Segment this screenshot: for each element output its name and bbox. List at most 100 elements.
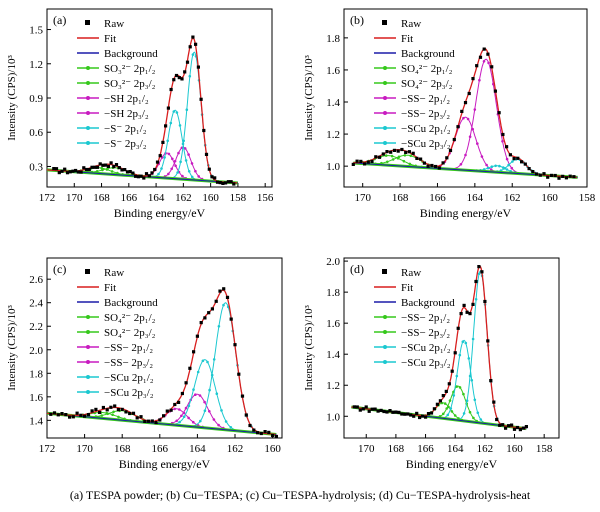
x-tick-label: 170 [66,192,83,204]
peak-marker [229,426,233,429]
peak-marker [464,153,467,157]
peak-marker [476,411,480,415]
y-tick-label: 1.8 [326,287,340,299]
legend-marker [86,345,90,349]
raw-point [60,412,64,416]
peak-marker [180,414,183,418]
raw-point [498,423,502,427]
x-tick-label: 166 [152,443,169,455]
peak-marker [178,420,181,424]
peak-marker [187,170,191,173]
raw-point [166,106,170,110]
panel-label: (a) [53,13,66,27]
raw-point [214,299,218,303]
legend-label: −SS− 2p₃/₂ [104,357,153,369]
raw-point [444,389,448,393]
legend: Raw Fit Background −SS− 2p₁/₂ −SS− 2p₃/₂ −SCu… [374,267,455,369]
peak-marker [112,410,115,414]
raw-point [128,411,132,416]
legend-symbol-raw [85,20,90,25]
peak-marker [468,135,472,138]
raw-point [71,415,75,419]
peak-marker [505,157,509,161]
x-tick-label: 164 [467,192,484,204]
legend: Raw Fit Background SO₄²⁻ 2p₁/₂ SO₄²⁻ 2p₃/₂ −S… [374,18,455,150]
raw-point [453,351,457,355]
peak-marker [175,111,179,114]
panel-3: 172 170 168 166 164 162 160 1.4 1.6 1.8 2.0 2.2 2.4 2… [6,257,283,471]
raw-point [432,407,436,411]
y-tick-label: 1.6 [326,318,340,330]
raw-point [361,407,365,411]
raw-point [131,171,135,175]
legend-marker [383,111,387,115]
raw-point [114,163,119,167]
x-tick-label: 162 [175,192,192,204]
raw-point [177,400,181,404]
raw-point [274,434,278,438]
raw-point [154,421,158,425]
legend-label: −SCu 2p₃/₂ [401,138,451,150]
y-tick-label: 2.0 [29,345,43,357]
x-tick-label: 172 [39,192,56,204]
raw-point [501,423,505,427]
y-axis-label: Intensity (CPS)/10³ [6,55,18,141]
panel-4: 170 168 166 164 162 160 158 1.0 1.2 1.4 1.6 1.8 2.0 B… [303,256,560,471]
peak-component-4 [353,58,577,178]
raw-point [388,409,392,413]
peak-marker [179,160,182,164]
raw-point [229,180,233,184]
peak-marker [462,116,465,120]
raw-point [415,156,419,160]
raw-point [192,350,196,354]
legend-marker [383,66,387,70]
legend-label: Background [401,48,455,60]
raw-point [188,45,192,49]
legend-label: −SS− 2p₁/₂ [401,312,450,324]
peak-marker [397,155,401,159]
raw-point [564,176,568,180]
panel-label: (c) [53,262,66,276]
peak-marker [171,157,174,161]
raw-point [188,366,192,370]
peak-marker [167,172,170,176]
legend-marker [86,330,90,334]
legend-symbol-raw [382,20,387,25]
raw-point [568,174,572,178]
raw-point [101,405,105,410]
raw-point [493,89,497,93]
raw-point [177,76,181,80]
raw-point [523,162,527,166]
raw-point [150,171,154,175]
raw-point [244,413,248,417]
raw-point [538,173,542,177]
raw-point [124,410,128,414]
x-tick-label: 166 [429,192,446,204]
y-tick-label: 1.4 [29,415,43,427]
raw-point [394,410,398,414]
raw-point [184,381,188,385]
raw-point [146,419,151,423]
raw-point [199,97,203,101]
peak-marker [208,410,211,413]
raw-point [435,402,439,406]
raw-point [116,408,120,412]
peak-marker [100,414,104,417]
raw-point [203,316,207,320]
raw-point [426,412,431,416]
raw-point [204,152,209,156]
raw-point [363,162,367,166]
legend-symbol-raw [382,269,387,274]
panel-1: 172 170 168 166 164 162 160 158 156 0.3 0.6 0.9 1.2 1… [6,8,274,220]
raw-point [109,161,113,165]
peak-marker [402,159,406,163]
raw-point [516,156,520,160]
peak-marker [206,360,209,364]
raw-point [497,111,501,115]
raw-point [172,78,176,82]
legend-label: −SCu 2p₃/₂ [401,357,451,369]
raw-point [492,400,496,404]
raw-point [404,150,408,154]
peak-marker [217,423,220,427]
